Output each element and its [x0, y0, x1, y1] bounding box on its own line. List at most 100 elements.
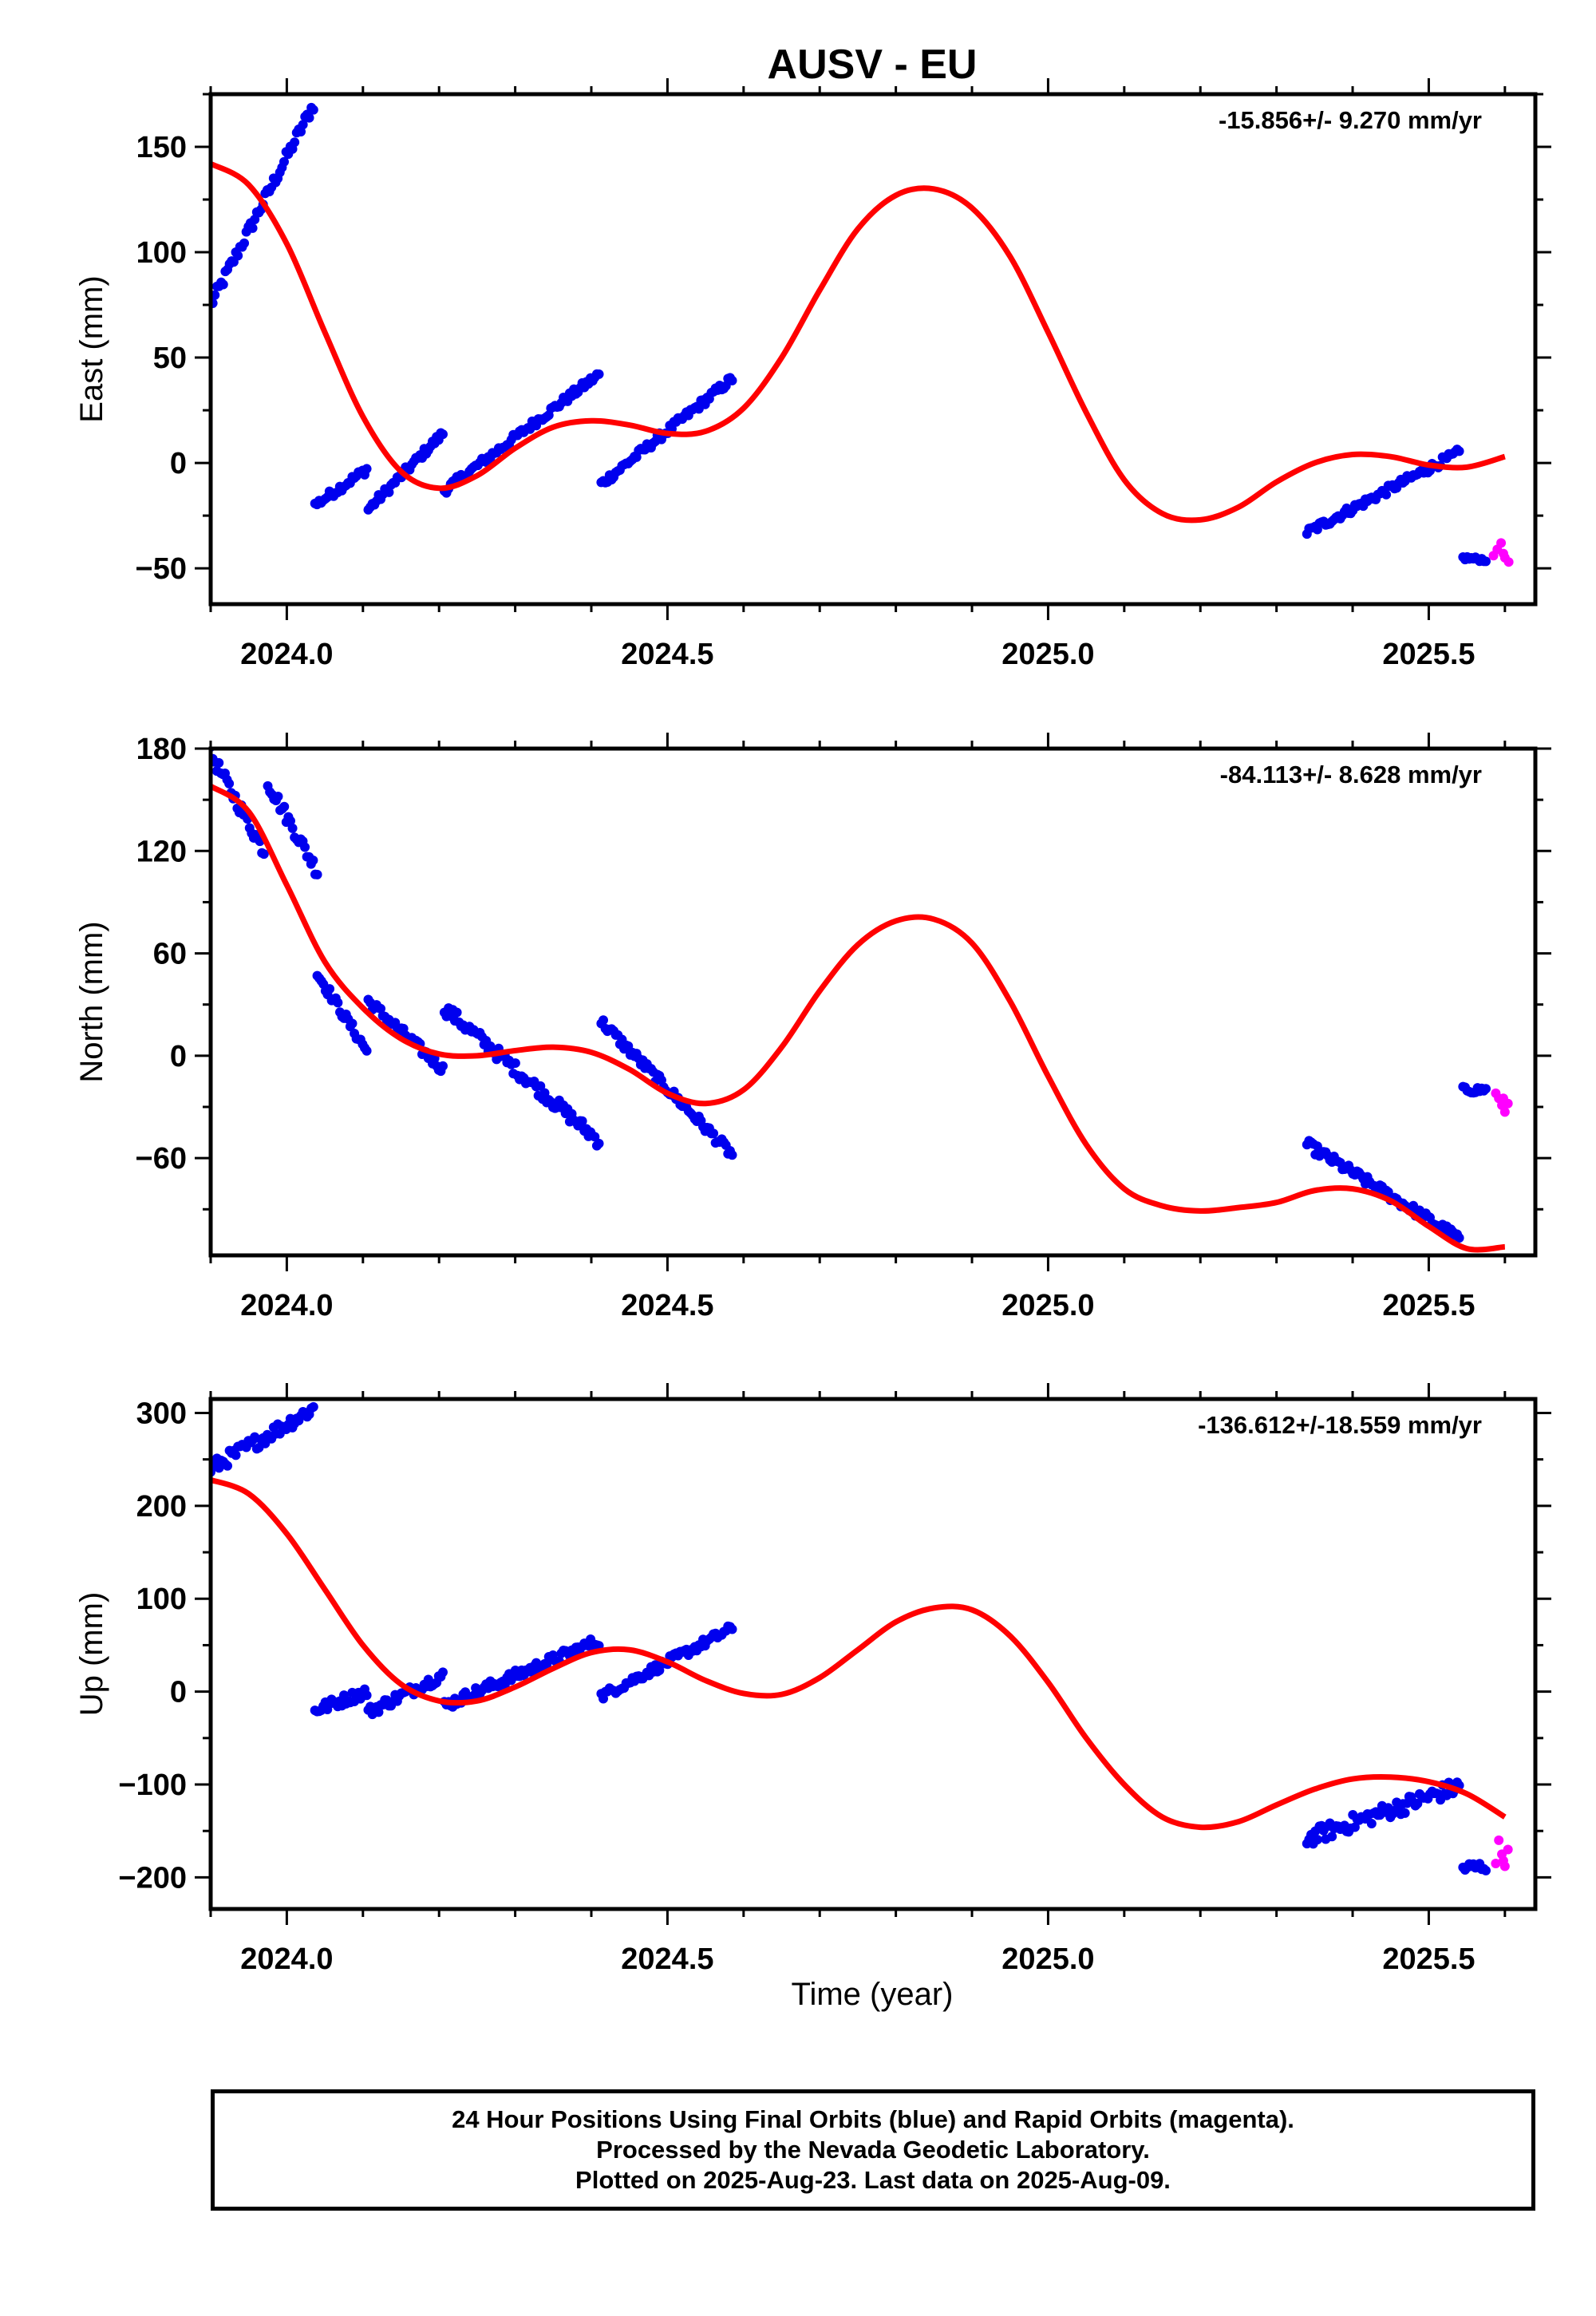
y-tick-label: 0	[170, 447, 187, 480]
final-orbit-point	[224, 778, 235, 788]
final-orbit-point	[598, 1015, 609, 1026]
final-orbit-point	[259, 849, 269, 860]
y-tick-label: −100	[118, 1769, 187, 1802]
final-orbit-point	[361, 1045, 372, 1056]
y-tick-label: 100	[136, 1583, 187, 1616]
final-orbit-point	[239, 238, 250, 248]
final-orbit-point	[361, 1690, 372, 1701]
up-panel: 2024.0 2024.5 2025.0 2025.5 −200 −100 0 100 200 3…	[74, 1383, 1551, 1976]
final-orbit-point	[535, 1081, 546, 1091]
final-orbit-point	[304, 113, 314, 123]
final-orbit-point	[233, 251, 243, 261]
plot-frame	[208, 746, 1538, 1258]
final-orbit-point	[452, 1007, 462, 1018]
y-tick-label: 180	[136, 733, 187, 766]
final-orbit-point	[594, 1138, 604, 1148]
final-orbit-point	[654, 1665, 665, 1675]
final-orbit-point	[542, 1659, 552, 1670]
final-orbit-point	[709, 1128, 719, 1139]
final-orbit-point	[247, 223, 258, 233]
x-axis-label: Time (year)	[792, 1977, 954, 2012]
plot-frame	[208, 92, 1538, 607]
y-tick-label: −200	[118, 1861, 187, 1895]
x-tick-label: 2025.5	[1382, 638, 1475, 671]
final-orbit-point	[325, 984, 335, 994]
plot-area	[211, 1401, 1513, 1875]
final-orbit-point	[1454, 446, 1464, 456]
x-tick-label: 2025.5	[1382, 1943, 1475, 1976]
final-orbit-point	[1400, 1808, 1410, 1818]
model-curve	[211, 1476, 1507, 1831]
x-tick-label: 2025.0	[1001, 1289, 1094, 1322]
y-tick-label: 200	[136, 1490, 187, 1524]
final-orbit-point	[285, 816, 295, 826]
x-tick-label: 2024.5	[621, 1289, 713, 1322]
final-orbit-point	[223, 1460, 233, 1471]
x-tick-label: 2025.0	[1001, 1943, 1094, 1976]
final-orbit-point	[1383, 1187, 1393, 1197]
footer-line-3: Plotted on 2025-Aug-23. Last data on 202…	[575, 2166, 1171, 2194]
north-panel: 2024.0 2024.5 2025.0 2025.5 −60 0 60 120 180 Nort…	[74, 733, 1551, 1322]
final-orbit-point	[727, 1150, 737, 1160]
x-tick-label: 2024.0	[240, 1289, 333, 1322]
final-orbit-point	[594, 369, 604, 379]
final-orbit-point	[1312, 1835, 1322, 1845]
final-orbit-point	[437, 429, 448, 440]
x-tick-label: 2024.0	[240, 1943, 333, 1976]
y-axis-label: Up (mm)	[74, 1592, 109, 1717]
final-orbit-point	[1480, 1084, 1491, 1094]
rapid-orbit-point	[1498, 548, 1508, 559]
final-orbit-point	[1480, 1865, 1491, 1875]
rapid-orbit-point	[1503, 557, 1514, 567]
final-orbit-point	[437, 1061, 448, 1071]
y-tick-label: 120	[136, 835, 187, 868]
final-orbit-point	[287, 823, 298, 833]
plot-frame	[208, 1397, 1538, 1911]
final-orbit-point	[279, 156, 289, 167]
final-orbit-point	[231, 1450, 241, 1460]
rapid-orbit-point	[1494, 1835, 1504, 1845]
east-panel: 2024.0 2024.5 2025.0 2025.5 −50 0 50 100 150 East…	[74, 78, 1551, 671]
final-orbit-point	[539, 1088, 550, 1098]
final-orbit-point	[510, 1058, 520, 1069]
rapid-orbit-point	[1498, 1856, 1508, 1866]
final-orbit-point	[1381, 489, 1392, 500]
plot-area	[211, 102, 1514, 567]
model-curve	[211, 783, 1506, 1253]
final-orbit-point	[1412, 1798, 1423, 1808]
final-orbit-point	[361, 464, 372, 474]
final-orbit-point	[211, 290, 220, 300]
final-orbit-point	[298, 120, 308, 130]
final-orbit-point	[218, 279, 228, 290]
x-tick-label: 2024.5	[621, 638, 713, 671]
x-tick-label: 2024.5	[621, 1943, 713, 1976]
model-curve	[211, 160, 1506, 524]
final-orbit-point	[214, 757, 224, 768]
final-orbit-point	[577, 1116, 587, 1126]
plot-area	[211, 749, 1513, 1253]
rate-label: -136.612+/-18.559 mm/yr	[1198, 1411, 1482, 1439]
rapid-orbit-point	[1496, 538, 1507, 548]
final-orbit-point	[1480, 556, 1491, 567]
y-tick-label: 50	[153, 342, 187, 375]
y-axis-label: East (mm)	[74, 275, 109, 422]
x-tick-label: 2025.0	[1001, 638, 1094, 671]
final-orbit-point	[300, 842, 310, 852]
final-orbit-point	[273, 792, 283, 802]
footer-line-2: Processed by the Nevada Geodetic Laborat…	[596, 2136, 1150, 2164]
final-orbit-point	[312, 869, 322, 879]
y-tick-label: 0	[170, 1676, 187, 1709]
rapid-orbit-point	[1499, 1107, 1510, 1117]
y-tick-label: 60	[153, 938, 187, 971]
final-orbit-point	[721, 381, 731, 391]
rate-label: -84.113+/- 8.628 mm/yr	[1220, 761, 1482, 788]
final-orbit-point	[250, 215, 260, 225]
footer-line-1: 24 Hour Positions Using Final Orbits (bl…	[452, 2105, 1294, 2133]
final-orbit-point	[727, 375, 737, 385]
final-orbit-point	[333, 998, 343, 1008]
final-orbit-point	[279, 801, 290, 812]
y-tick-label: 100	[136, 236, 187, 270]
chart-title: AUSV - EU	[768, 41, 978, 88]
rate-label: -15.856+/- 9.270 mm/yr	[1219, 106, 1482, 134]
y-tick-label: 150	[136, 131, 187, 164]
